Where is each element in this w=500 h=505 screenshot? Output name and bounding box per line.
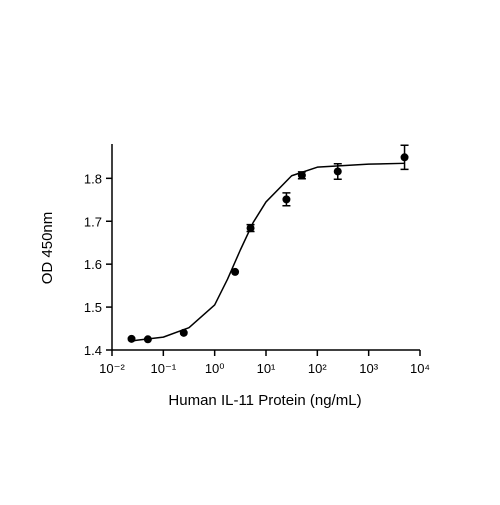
x-axis-label: Human IL-11 Protein (ng/mL) <box>168 392 361 409</box>
x-tick-label: 10⁴ <box>410 361 430 376</box>
x-tick-label: 10⁻¹ <box>151 361 177 376</box>
x-tick-label: 10³ <box>359 361 378 376</box>
data-point <box>282 195 291 204</box>
x-tick-label: 10² <box>308 361 327 376</box>
fit-curve <box>131 162 405 342</box>
x-tick-label: 10⁰ <box>205 361 225 376</box>
y-tick-label: 1.4 <box>84 343 102 358</box>
x-tick-label: 10⁻² <box>99 361 125 376</box>
data-point <box>400 153 409 162</box>
data-point <box>127 334 136 343</box>
y-tick-label: 1.6 <box>84 257 102 272</box>
y-tick-label: 1.7 <box>84 214 102 229</box>
y-tick-label: 1.8 <box>84 171 102 186</box>
data-point <box>231 267 240 276</box>
data-point <box>333 167 342 176</box>
x-tick-label: 10¹ <box>257 361 276 376</box>
y-axis-label: OD 450nm <box>39 212 56 285</box>
y-tick-label: 1.5 <box>84 300 102 315</box>
